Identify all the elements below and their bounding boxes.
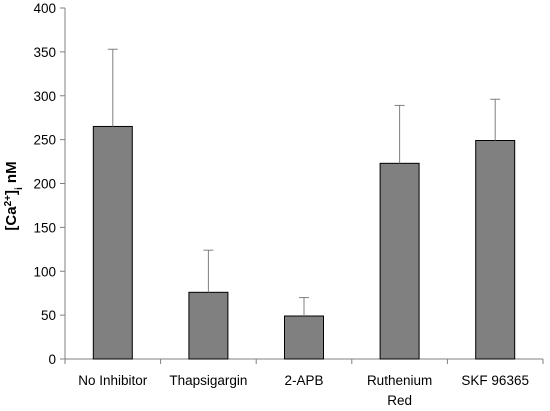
y-axis-title-superscript: 2+ [3,195,14,207]
plot-area: 0 50 100 150 200 250 300 350 400 No Inhibitor Thap… [33,1,544,408]
y-axis-title-main: [Ca [3,206,20,231]
bar [475,140,516,360]
y-tick-label: 200 [33,177,56,192]
y-tick-label: 250 [33,133,56,148]
y-tick-label: 350 [33,45,56,60]
bar [188,291,229,360]
bar [379,162,420,360]
y-tick-label: 50 [41,308,56,323]
y-axis-title-unit: nM [3,161,20,187]
y-axis-title-subscript: i [14,187,25,190]
x-tick-label: 2-APB [284,373,323,388]
bar [92,125,133,360]
y-axis-title-close: ] [3,190,20,195]
bar [284,315,324,360]
x-tick-label: SKF 96365 [461,373,529,388]
x-tick-label: No Inhibitor [78,373,148,388]
y-tick-label: 100 [33,264,56,279]
x-tick-label: Thapsigargin [169,373,247,388]
y-tick-label: 150 [33,220,56,235]
y-tick-label: 300 [33,89,56,104]
x-tick-label: Ruthenium Red [367,373,432,408]
y-tick-label: 400 [33,1,56,16]
y-axis-title: [Ca2+]i nM [3,161,25,230]
y-tick-label: 0 [48,352,56,367]
